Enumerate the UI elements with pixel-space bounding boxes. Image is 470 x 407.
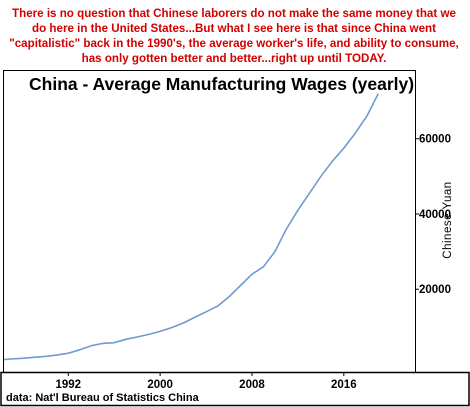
y-tick-label: 20000 xyxy=(419,284,451,296)
x-tick-label: 2016 xyxy=(331,379,357,391)
outer-frame xyxy=(0,371,470,407)
x-tick-label: 2000 xyxy=(147,379,173,391)
x-tick-labels: 1992 2000 2008 2016 xyxy=(55,372,357,391)
y-tick-label: 60000 xyxy=(419,134,451,146)
wage-series-line xyxy=(3,93,380,361)
series-layer xyxy=(3,93,380,361)
plot-frame xyxy=(3,70,416,373)
x-tick-label: 2008 xyxy=(239,379,265,391)
y-tick-label: 40000 xyxy=(419,209,451,221)
y-axis-label: Chinese Yuan xyxy=(442,181,454,258)
commentary-text: There is no question that Chinese labore… xyxy=(9,7,459,65)
source-note: data: Nat'l Bureau of Statistics China xyxy=(6,392,200,404)
x-tick-label: 1992 xyxy=(55,379,81,391)
chart-title: China - Average Manufacturing Wages (yea… xyxy=(29,74,414,94)
y-tick-labels: 20000 40000 60000 xyxy=(415,134,451,296)
chart-panel: China - Average Manufacturing Wages (yea… xyxy=(0,70,470,407)
